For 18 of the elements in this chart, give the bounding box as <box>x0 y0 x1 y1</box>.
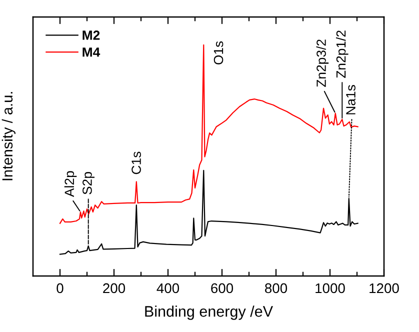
annotation: C1s <box>132 152 141 174</box>
legend-label: M2 <box>82 30 100 40</box>
x-tick-label: 600 <box>211 283 234 294</box>
annotation: Al2p <box>64 171 77 197</box>
x-tick-label: 200 <box>103 283 126 294</box>
annotation: O1s <box>214 41 224 64</box>
x-axis-title: Binding energy /eV <box>145 306 273 320</box>
x-tick-label: 0 <box>56 283 64 294</box>
legend-label: M4 <box>82 48 100 57</box>
x-tick-label: 800 <box>265 283 288 294</box>
annotation: Na1s <box>346 85 356 114</box>
x-tick-label: 400 <box>156 283 180 294</box>
annotation: S2p <box>82 172 94 194</box>
x-tick-label: 1200 <box>370 283 399 294</box>
x-tick-label: 1000 <box>316 283 345 294</box>
annotation: Zn2p1/2 <box>336 30 348 78</box>
y-axis-title: Intensity / a.u. <box>2 92 16 180</box>
annotation: Zn2p3/2 <box>316 40 329 87</box>
